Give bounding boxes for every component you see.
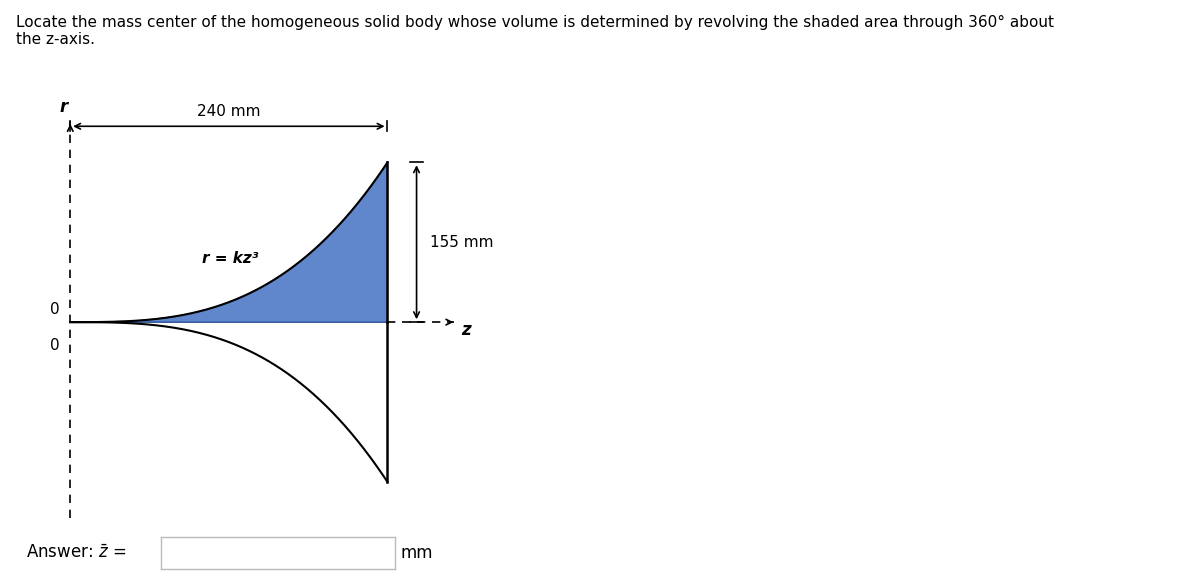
Polygon shape: [71, 163, 388, 322]
Text: r = kz³: r = kz³: [203, 251, 259, 266]
Text: r: r: [60, 98, 67, 116]
Text: i: i: [142, 544, 149, 562]
Text: Answer: $\bar{z}$ =: Answer: $\bar{z}$ =: [26, 544, 127, 562]
Text: 0: 0: [50, 302, 60, 317]
Text: z: z: [462, 321, 472, 339]
Text: 0: 0: [50, 338, 60, 353]
Text: 155 mm: 155 mm: [430, 235, 493, 249]
Text: mm: mm: [401, 544, 433, 562]
Text: Locate the mass center of the homogeneous solid body whose volume is determined : Locate the mass center of the homogeneou…: [16, 15, 1054, 47]
Text: 240 mm: 240 mm: [197, 104, 260, 119]
